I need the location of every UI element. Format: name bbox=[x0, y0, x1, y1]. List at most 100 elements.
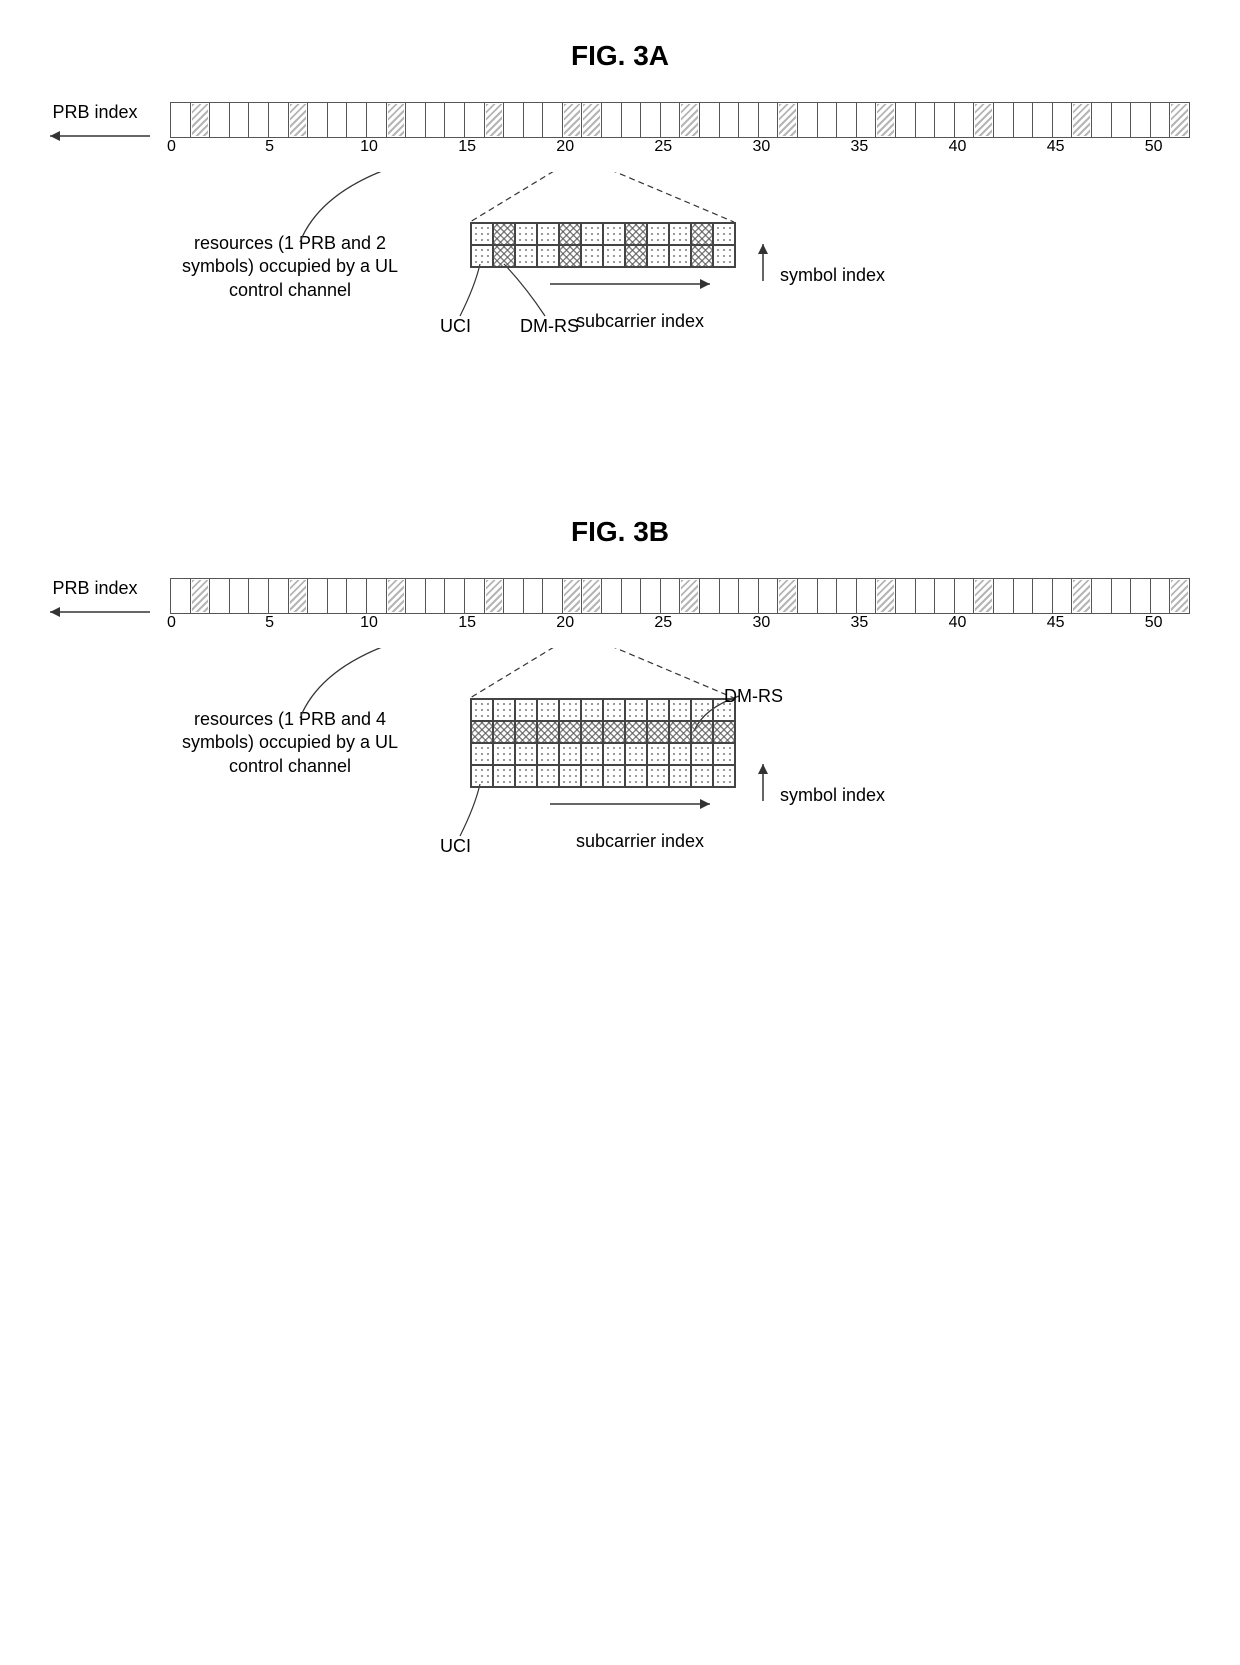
prb-cell bbox=[739, 103, 759, 137]
uci-cell bbox=[471, 223, 493, 245]
figure-title: FIG. 3B bbox=[20, 516, 1220, 548]
tick-label: 5 bbox=[265, 614, 285, 632]
prb-cell bbox=[955, 103, 975, 137]
prb-cell bbox=[426, 103, 446, 137]
prb-cell bbox=[622, 103, 642, 137]
prb-cell bbox=[1112, 579, 1132, 613]
prb-cell bbox=[1053, 103, 1073, 137]
prb-cell bbox=[347, 579, 367, 613]
detail-row bbox=[471, 223, 735, 245]
subcarrier-axis: subcarrier index bbox=[540, 794, 740, 852]
tick-label: 15 bbox=[458, 138, 478, 156]
detail-row bbox=[471, 765, 735, 787]
dmrs-cell bbox=[669, 721, 691, 743]
detail-row bbox=[471, 245, 735, 267]
prb-cell bbox=[171, 103, 191, 137]
prb-cell bbox=[230, 103, 250, 137]
symbol-label: symbol index bbox=[780, 265, 885, 286]
uci-cell bbox=[625, 743, 647, 765]
prb-cell bbox=[641, 103, 661, 137]
prb-cell bbox=[1033, 103, 1053, 137]
uci-cell bbox=[515, 223, 537, 245]
prb-cell bbox=[759, 103, 779, 137]
tick-label: 40 bbox=[949, 614, 969, 632]
prb-axis-arrow-icon bbox=[20, 603, 170, 625]
prb-axis-label: PRB index bbox=[20, 102, 170, 123]
prb-cell bbox=[465, 579, 485, 613]
tick-label: 0 bbox=[167, 614, 187, 632]
uci-cell bbox=[603, 743, 625, 765]
subcarrier-label: subcarrier index bbox=[540, 311, 740, 332]
dmrs-cell bbox=[559, 721, 581, 743]
prb-cell bbox=[1033, 579, 1053, 613]
symbol-label: symbol index bbox=[780, 785, 885, 806]
dmrs-cell bbox=[471, 721, 493, 743]
resource-label: resources (1 PRB and 4 symbols) occupied… bbox=[160, 708, 420, 778]
prb-axis-area: PRB index bbox=[20, 578, 170, 631]
prb-cell bbox=[818, 579, 838, 613]
dmrs-cell bbox=[537, 721, 559, 743]
tick-label: 40 bbox=[949, 138, 969, 156]
uci-cell bbox=[669, 699, 691, 721]
tick-label: 25 bbox=[654, 138, 674, 156]
prb-cell bbox=[1053, 579, 1073, 613]
prb-cell bbox=[543, 103, 563, 137]
detail-row bbox=[471, 743, 735, 765]
uci-cell bbox=[559, 743, 581, 765]
tick-label: 20 bbox=[556, 614, 576, 632]
prb-cell bbox=[798, 103, 818, 137]
prb-cell bbox=[896, 103, 916, 137]
uci-cell bbox=[471, 245, 493, 267]
dmrs-cell bbox=[493, 245, 515, 267]
figure-body: PRB index05101520253035404550resources (… bbox=[20, 102, 1220, 436]
prb-cell bbox=[210, 579, 230, 613]
dmrs-cell bbox=[603, 721, 625, 743]
dmrs-cell bbox=[581, 721, 603, 743]
resource-label: resources (1 PRB and 2 symbols) occupied… bbox=[160, 232, 420, 302]
tick-label: 5 bbox=[265, 138, 285, 156]
prb-cell bbox=[269, 103, 289, 137]
prb-cell bbox=[504, 579, 524, 613]
uci-cell bbox=[515, 699, 537, 721]
tick-label: 45 bbox=[1047, 614, 1067, 632]
prb-cell bbox=[1072, 579, 1092, 613]
uci-cell bbox=[537, 699, 559, 721]
subcarrier-label: subcarrier index bbox=[540, 831, 740, 852]
prb-cell bbox=[602, 579, 622, 613]
tick-label: 0 bbox=[167, 138, 187, 156]
uci-cell bbox=[691, 743, 713, 765]
detail-row bbox=[471, 699, 735, 721]
detail-row bbox=[471, 721, 735, 743]
tick-label: 30 bbox=[752, 614, 772, 632]
prb-cell bbox=[328, 103, 348, 137]
dmrs-cell bbox=[559, 245, 581, 267]
uci-cell bbox=[471, 743, 493, 765]
prb-cell bbox=[524, 579, 544, 613]
prb-cell bbox=[504, 103, 524, 137]
prb-cell bbox=[465, 103, 485, 137]
uci-cell bbox=[603, 699, 625, 721]
prb-cell bbox=[485, 103, 505, 137]
uci-cell bbox=[515, 245, 537, 267]
prb-cell bbox=[994, 579, 1014, 613]
prb-cell bbox=[406, 579, 426, 613]
uci-cell bbox=[669, 223, 691, 245]
prb-cell bbox=[210, 103, 230, 137]
uci-cell bbox=[537, 765, 559, 787]
dmrs-cell bbox=[515, 721, 537, 743]
prb-cell bbox=[602, 103, 622, 137]
symbol-axis: symbol index bbox=[754, 236, 885, 286]
prb-cell bbox=[622, 579, 642, 613]
main-area: 05101520253035404550resources (1 PRB and… bbox=[170, 578, 1220, 956]
prb-cell bbox=[367, 579, 387, 613]
tick-label: 10 bbox=[360, 614, 380, 632]
prb-cell bbox=[641, 579, 661, 613]
uci-cell bbox=[603, 245, 625, 267]
uci-cell bbox=[471, 765, 493, 787]
prb-cell bbox=[1151, 579, 1171, 613]
dmrs-cell bbox=[713, 721, 735, 743]
tick-label: 25 bbox=[654, 614, 674, 632]
uci-cell bbox=[691, 765, 713, 787]
tick-row: 05101520253035404550 bbox=[170, 138, 1190, 162]
prb-cell bbox=[994, 103, 1014, 137]
